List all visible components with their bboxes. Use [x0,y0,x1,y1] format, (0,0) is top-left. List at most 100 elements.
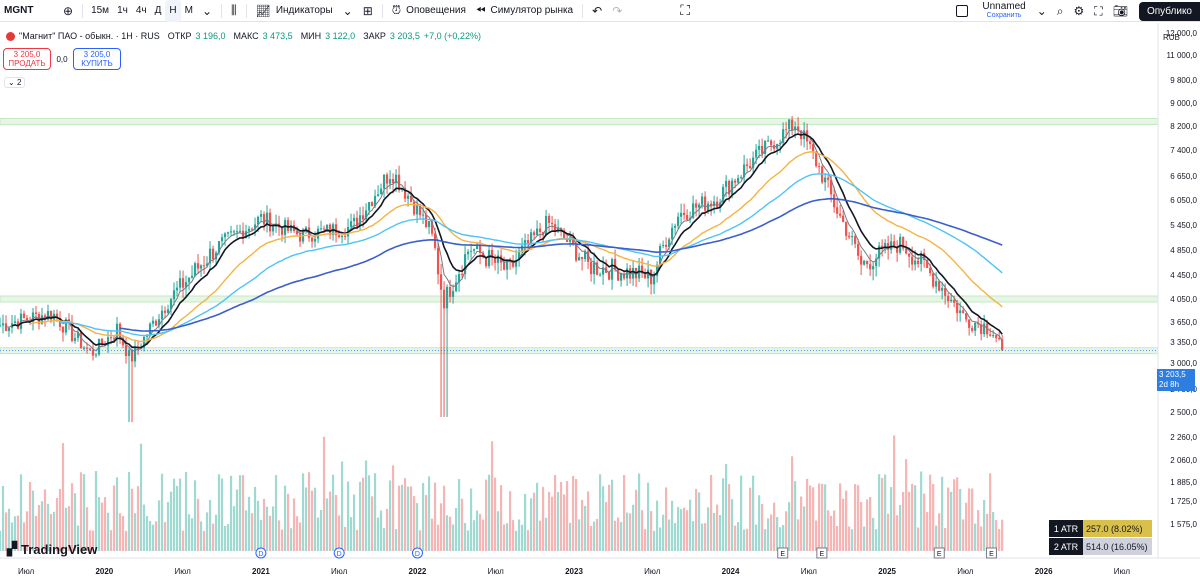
time-tick-label: Июл [488,567,505,576]
dividend-marker-label: D [258,551,263,558]
volume-bar [451,524,455,551]
volume-bar [884,474,887,551]
time-tick-label: 2025 [878,567,896,576]
volume-bar [22,522,26,551]
time-tick-label: 2021 [252,567,270,576]
indicators-dropdown[interactable]: ⌄ [338,0,358,22]
collapsed-indicator-count: 2 [16,78,22,87]
volume-bar [746,528,749,551]
timeframe-day[interactable]: Д [154,5,162,16]
volume-bar [205,512,209,551]
layout-name[interactable]: Unnamed Сохранить [976,2,1031,20]
price-tick-label: 1 725,0 [1170,497,1197,506]
moving-average-line [119,197,1003,332]
layout-dropdown[interactable]: ⌄ [1032,0,1052,22]
volume-bar [1,485,5,551]
volume-bar [896,515,899,551]
volume-bar [115,477,119,551]
volume-bar [40,501,44,551]
volume-bar [28,481,32,551]
candle-body [686,215,689,220]
candle-body [256,216,260,225]
volume-bar [821,483,824,551]
templates-button[interactable]: ⊞ [358,0,378,22]
volume-bar [0,530,2,551]
volume-bar [767,518,770,551]
symbol-search-button[interactable]: MGNT [4,5,34,16]
volume-bar [857,485,860,551]
replay-button[interactable]: ⏪︎ Симулятор рынка [471,0,578,22]
timeframe-4h[interactable]: 4ч [135,5,147,16]
publish-button[interactable]: Опублико [1138,1,1200,21]
candle-body [109,337,113,339]
time-tick-label: Июл [801,567,818,576]
volume-bar [361,477,365,551]
fullscreen-toggle-button[interactable]: ⛶ [1089,0,1107,22]
candle-body [529,232,533,243]
redo-button[interactable]: ↷ [607,0,627,22]
indicators-label: Индикаторы [275,5,333,16]
volume-bar [271,506,275,551]
time-tick-label: 2022 [409,567,427,576]
timeframe-1h[interactable]: 1ч [117,5,128,16]
candle-body [271,226,275,232]
volume-bar [887,513,890,551]
candle-body [532,232,536,235]
volume-bar [722,478,725,551]
volume-bar [184,471,188,551]
candle-body [872,266,875,270]
undo-button[interactable]: ↶ [587,0,607,22]
candle-body [746,164,749,167]
moving-average-line [11,133,1003,349]
chart-type-button[interactable]: ⫼ [226,0,242,22]
candle-body [370,202,374,207]
fullscreen-button[interactable]: ⛶ [675,0,695,22]
dividend-marker-label: D [415,551,420,558]
candle-body [851,236,854,238]
volume-bar [52,511,56,551]
volume-bar [388,480,392,551]
timeframe-week[interactable]: Н [165,0,181,22]
snapshot-button[interactable]: 📷︎ [1108,0,1133,22]
volume-bar [890,487,893,551]
candle-body [514,260,518,267]
volume-bar [265,506,269,551]
add-symbol-button[interactable]: ⊕ [58,0,78,22]
volume-bar [872,517,875,551]
series-title[interactable]: "Магнит" ПАО - обыкн. · 1Н · RUS [19,31,160,41]
settings-button[interactable]: ⚙︎ [1069,0,1090,22]
volume-bar [977,510,980,551]
timeframe-month[interactable]: М [184,5,193,16]
candle-body [313,238,317,242]
timeframe-15m[interactable]: 15м [91,5,110,16]
volume-bar [88,530,92,551]
volume-bar [908,491,911,551]
volume-bar [692,521,695,551]
volume-bar [124,530,128,551]
alerts-button[interactable]: ⏰︎ Оповещения [387,0,471,22]
timeframe-dropdown[interactable]: ⌄ [197,0,217,22]
price-tick-label: 5 450,0 [1170,221,1197,230]
candle-body [589,261,593,275]
candle-body [830,179,833,195]
indicators-collapse-button[interactable]: ⌄ 2 [4,77,26,88]
indicators-button[interactable]: 📈︎ Индикаторы [251,0,338,22]
earnings-marker-label: E [937,551,942,558]
candle-body [752,157,755,169]
moving-average-line [59,173,1003,337]
last-price: 3 203,5 [1159,370,1186,379]
volume-bar [466,530,470,551]
volume-bar [770,514,773,551]
buy-button[interactable]: 3 205,0 КУПИТЬ [73,48,121,70]
quick-search-button[interactable]: ⌕ [1052,0,1069,22]
layout-checkbox[interactable] [956,5,969,17]
candle-body [127,350,131,357]
volume-bar [815,520,818,551]
candle-body [902,236,905,249]
sell-button[interactable]: 3 205,0 ПРОДАТЬ [3,48,51,70]
candle-body [643,273,647,279]
volume-bar [812,487,815,551]
candle-body [199,265,203,269]
candle-body [424,214,428,228]
